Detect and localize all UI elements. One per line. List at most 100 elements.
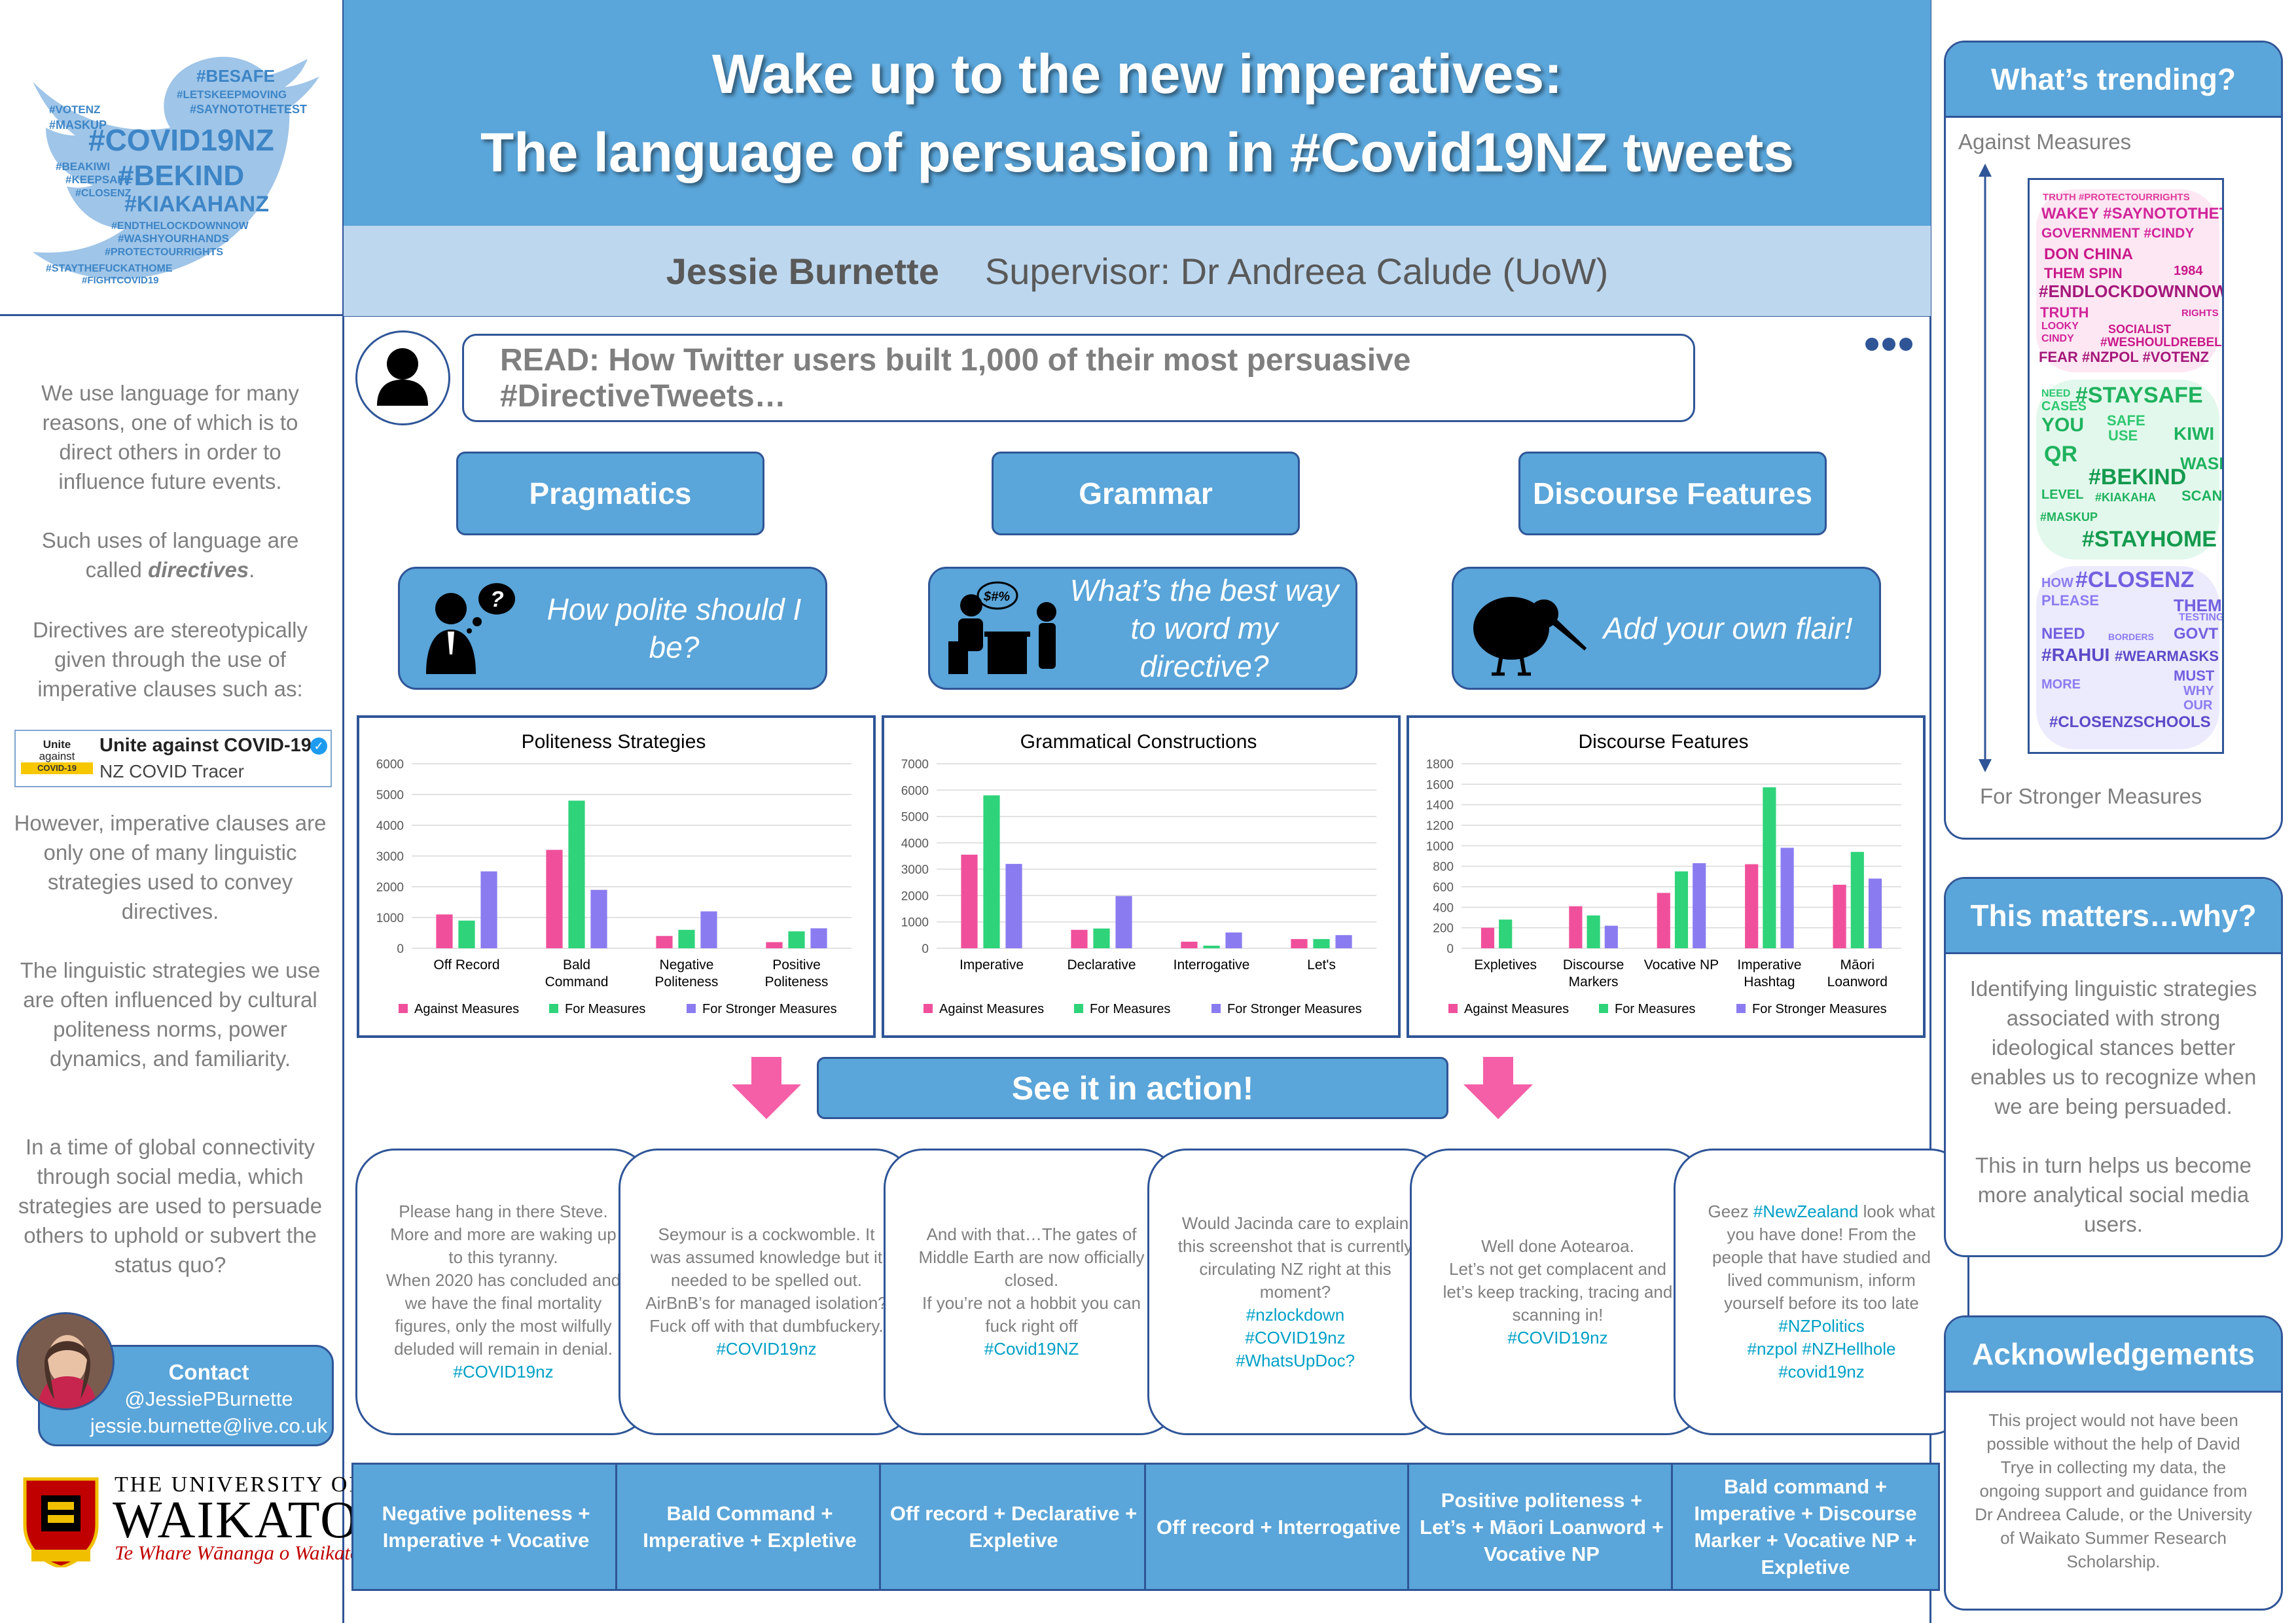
svg-text:?: ? bbox=[490, 587, 504, 612]
bar bbox=[480, 871, 497, 948]
bird-word: #VOTENZ bbox=[49, 103, 100, 116]
down-arrow-icon bbox=[732, 1057, 801, 1119]
hashtag[interactable]: #COVID19nz bbox=[453, 1362, 554, 1382]
university-crest-icon bbox=[23, 1477, 99, 1567]
legend-label: For Stronger Measures bbox=[1752, 1002, 1887, 1016]
politeness-chart: Politeness Strategies 0 1000 2000 3000 4000 50… bbox=[357, 715, 876, 1038]
profile-avatar-icon bbox=[355, 330, 450, 425]
contact-email[interactable]: jessie.burnette@live.co.uk bbox=[90, 1414, 328, 1437]
cloud-word: USE bbox=[2108, 427, 2138, 444]
hashtag[interactable]: #nzlockdown #COVID19nz #WhatsUpDoc? bbox=[1235, 1304, 1355, 1370]
bar bbox=[458, 920, 475, 948]
grammar-chart-svg: Grammatical Constructions 0 1000 2000 3000 40… bbox=[901, 731, 1376, 1016]
legend-swatch bbox=[1736, 1004, 1746, 1013]
directives-paragraph: Such uses of language are called directi… bbox=[41, 528, 299, 582]
cloud-word: CINDY bbox=[2041, 333, 2074, 344]
y-tick-label: 5000 bbox=[376, 789, 404, 802]
bar bbox=[1335, 935, 1352, 948]
bird-word: #KIAKAHANZ bbox=[124, 192, 269, 217]
y-tick-label: 1800 bbox=[1426, 758, 1454, 772]
see-it-in-action-button[interactable]: See it in action! bbox=[817, 1057, 1448, 1119]
cloud-word: OUR bbox=[2183, 698, 2213, 713]
y-tick-label: 3000 bbox=[901, 863, 929, 877]
hashtag[interactable]: #NewZealand bbox=[1753, 1202, 1859, 1221]
bird-word: #ENDTHELOCKDOWNNOW bbox=[111, 221, 249, 232]
bar bbox=[436, 914, 453, 948]
university-name: WAIKATO bbox=[113, 1491, 359, 1549]
legend-swatch bbox=[1074, 1004, 1083, 1013]
bird-word: #WASHYOURHANDS bbox=[118, 232, 229, 245]
hashtag[interactable]: #COVID19nz bbox=[1507, 1327, 1608, 1347]
author-banner: Jessie Burnette Supervisor: Dr Andreea C… bbox=[344, 226, 1931, 316]
x-tick-label: Politeness bbox=[655, 974, 719, 990]
author-avatar bbox=[16, 1312, 115, 1410]
left-column-border bbox=[342, 0, 344, 1623]
politeness-question[interactable]: ? How polite should I be? bbox=[398, 567, 827, 690]
wording-question[interactable]: $#% What’s the best way to word my direc… bbox=[928, 567, 1357, 690]
hashtag[interactable]: #NZPolitics bbox=[1778, 1316, 1865, 1336]
x-tick-label: Imperative bbox=[1737, 957, 1801, 972]
cloud-word: GOVERNMENT #CINDY bbox=[2041, 226, 2195, 241]
more-options-icon[interactable] bbox=[1882, 338, 1895, 351]
grammar-chart: Grammatical Constructions 0 1000 2000 3000 40… bbox=[882, 715, 1401, 1038]
cloud-word: #MASKUP bbox=[2040, 510, 2098, 524]
imperative-paragraph: Directives are stereotypically given thr… bbox=[33, 618, 308, 701]
hashtag[interactable]: #COVID19nz bbox=[716, 1339, 817, 1359]
bar bbox=[1780, 847, 1794, 948]
flair-question[interactable]: Add your own flair! bbox=[1452, 567, 1881, 690]
strategy-label: Positive politeness + Let’s + Māori Loan… bbox=[1407, 1463, 1676, 1591]
bar bbox=[1181, 941, 1198, 948]
grammar-button[interactable]: Grammar bbox=[992, 452, 1300, 535]
more-options-icon[interactable] bbox=[1865, 338, 1878, 351]
x-tick-label: Vocative NP bbox=[1644, 957, 1719, 972]
boss-employee-icon: $#% bbox=[948, 581, 1056, 674]
hashtag[interactable]: #Covid19NZ bbox=[984, 1339, 1079, 1359]
legend-swatch bbox=[549, 1004, 558, 1013]
cloud-word: #CLOSENZ bbox=[2075, 567, 2195, 592]
wordcloud-for-section bbox=[2036, 380, 2219, 560]
cloud-word: TRUTH bbox=[2040, 304, 2089, 321]
bar bbox=[1850, 851, 1864, 948]
title-line-2: The language of persuasion in #Covid19NZ… bbox=[480, 121, 1795, 183]
cloud-word: FEAR #NZPOL #VOTENZ bbox=[2039, 349, 2209, 365]
legend-label: Against Measures bbox=[939, 1002, 1044, 1016]
y-tick-label: 0 bbox=[397, 942, 404, 956]
bar bbox=[810, 928, 827, 948]
tweet-card: Well done Aotearoa. Let’s not get compla… bbox=[1410, 1149, 1706, 1435]
cloud-word: #RAHUI bbox=[2041, 645, 2110, 665]
legend-label: For Stronger Measures bbox=[702, 1002, 837, 1016]
wordcloud-stronger-section bbox=[2036, 566, 2219, 749]
hashtag[interactable]: #nzpol #NZHellhole #covid19nz bbox=[1747, 1339, 1896, 1382]
question-paragraph: In a time of global connectivity through… bbox=[18, 1135, 323, 1277]
trend-axis-arrow-icon bbox=[1979, 164, 1992, 772]
cloud-word: QR bbox=[2044, 442, 2077, 467]
y-tick-label: 1600 bbox=[1426, 778, 1454, 792]
bar bbox=[1093, 928, 1110, 948]
bar bbox=[1693, 863, 1706, 948]
app-subtitle: NZ COVID Tracer bbox=[99, 761, 244, 781]
more-options-icon[interactable] bbox=[1899, 338, 1912, 351]
y-tick-label: 0 bbox=[922, 942, 929, 956]
cloud-word: SCAN bbox=[2181, 488, 2223, 504]
legend-label: For Stronger Measures bbox=[1227, 1002, 1362, 1016]
cloud-word: 1984 bbox=[2174, 264, 2203, 278]
verified-icon: ✓ bbox=[310, 738, 327, 755]
bar bbox=[1763, 787, 1776, 948]
contact-handle[interactable]: @JessiePBurnette bbox=[124, 1387, 293, 1410]
twitter-bird-wordcloud: #BESAFE #LETSKEEPMOVING #SAYNOTOTHETEST … bbox=[33, 56, 319, 286]
cloud-word: #BEKIND bbox=[2089, 465, 2187, 490]
bar bbox=[961, 854, 978, 948]
discourse-features-button[interactable]: Discourse Features bbox=[1518, 452, 1827, 535]
pragmatics-button[interactable]: Pragmatics bbox=[456, 452, 764, 535]
cloud-word: WHY bbox=[2183, 684, 2214, 698]
trending-title: What’s trending? bbox=[1946, 43, 2281, 118]
legend-swatch bbox=[1599, 1004, 1608, 1013]
x-tick-label: Interrogative bbox=[1174, 957, 1250, 972]
tweet-card: Would Jacinda care to explain this scree… bbox=[1147, 1149, 1443, 1435]
bird-word: #STAYTHEFUCKATHOME bbox=[46, 263, 173, 274]
politeness-question-text: How polite should I be? bbox=[547, 592, 802, 664]
x-tick-label: Loanword bbox=[1827, 974, 1888, 990]
legend-label: Against Measures bbox=[414, 1002, 519, 1016]
cloud-word: WASH bbox=[2180, 454, 2222, 473]
x-tick-label: Imperative bbox=[960, 957, 1024, 972]
